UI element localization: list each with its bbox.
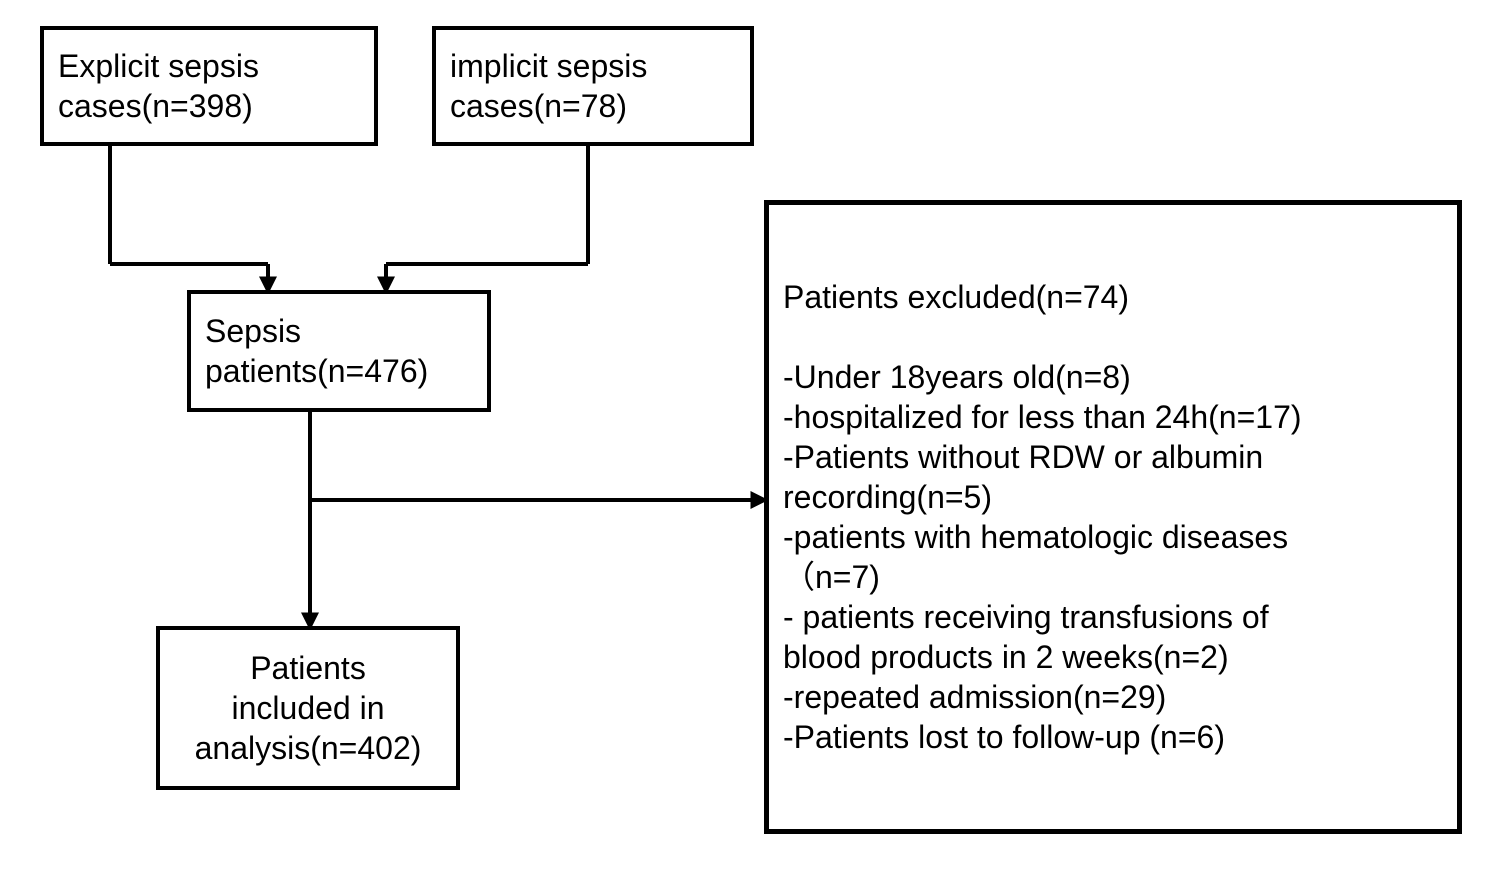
node-text-line bbox=[783, 317, 1443, 357]
node-text-line: implicit sepsis bbox=[450, 46, 736, 86]
node-text-line: -hospitalized for less than 24h(n=17) bbox=[783, 397, 1443, 437]
node-implicit-sepsis: implicit sepsiscases(n=78) bbox=[432, 26, 754, 146]
node-text-line: Patients bbox=[250, 648, 366, 688]
node-text-line: included in bbox=[232, 688, 385, 728]
node-text-line: Explicit sepsis bbox=[58, 46, 360, 86]
node-sepsis-patients: Sepsispatients(n=476) bbox=[187, 290, 491, 412]
node-text-line: -Patients lost to follow-up (n=6) bbox=[783, 717, 1443, 757]
node-text-line: -Under 18years old(n=8) bbox=[783, 357, 1443, 397]
flowchart-canvas: Explicit sepsiscases(n=398) implicit sep… bbox=[0, 0, 1488, 880]
node-text-line: - patients receiving transfusions of bbox=[783, 597, 1443, 637]
node-patients-included: Patientsincluded inanalysis(n=402) bbox=[156, 626, 460, 790]
node-text-line: Patients excluded(n=74) bbox=[783, 277, 1443, 317]
node-text-line: patients(n=476) bbox=[205, 351, 473, 391]
node-text-line: cases(n=398) bbox=[58, 86, 360, 126]
node-text-line: analysis(n=402) bbox=[195, 728, 422, 768]
node-explicit-sepsis: Explicit sepsiscases(n=398) bbox=[40, 26, 378, 146]
node-text-line: （n=7) bbox=[783, 557, 1443, 597]
node-text-line: recording(n=5) bbox=[783, 477, 1443, 517]
node-text-line: -Patients without RDW or albumin bbox=[783, 437, 1443, 477]
node-text-line: cases(n=78) bbox=[450, 86, 736, 126]
node-text-line: Sepsis bbox=[205, 311, 473, 351]
node-patients-excluded: Patients excluded(n=74) -Under 18years o… bbox=[764, 200, 1462, 834]
node-text-line: -repeated admission(n=29) bbox=[783, 677, 1443, 717]
node-text-line: blood products in 2 weeks(n=2) bbox=[783, 637, 1443, 677]
node-text-line: -patients with hematologic diseases bbox=[783, 517, 1443, 557]
